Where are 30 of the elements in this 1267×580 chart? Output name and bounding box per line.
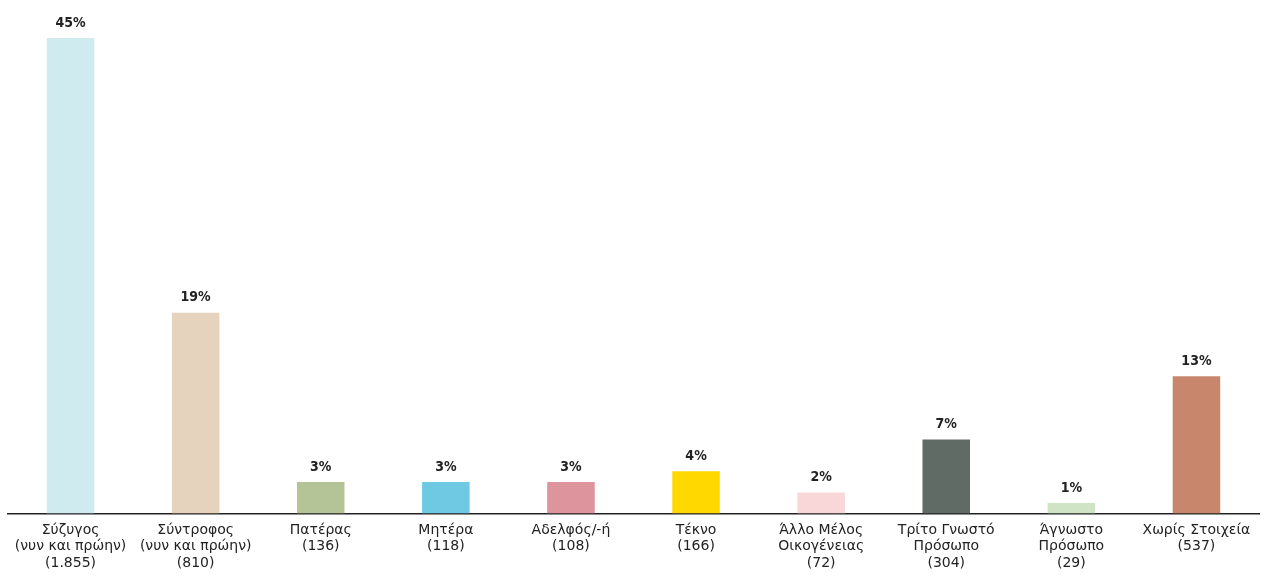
data-label: 3% xyxy=(310,457,332,474)
data-label: 4% xyxy=(685,446,708,463)
data-label: 3% xyxy=(560,457,583,474)
bar xyxy=(797,492,845,514)
data-label: 13% xyxy=(1181,351,1212,368)
x-tick-label: Άλλο Μέλος Οικογένειας (72) xyxy=(778,520,865,571)
x-tick-label: Πατέρας (136) xyxy=(289,520,352,554)
bar xyxy=(1172,376,1221,514)
data-label: 3% xyxy=(435,457,457,474)
bar xyxy=(922,439,971,514)
x-tick-label: Μητέρα (118) xyxy=(418,520,474,554)
bar xyxy=(1047,503,1096,514)
data-label: 2% xyxy=(810,468,833,485)
bar xyxy=(46,38,95,514)
bar xyxy=(422,481,470,514)
x-tick-label: Σύντροφος (νυν και πρώην) (810) xyxy=(139,520,252,571)
x-tick-label: Τέκνο (166) xyxy=(674,520,717,554)
x-tick-label: Αδελφός/-ή (108) xyxy=(531,520,611,554)
x-tick-label: Χωρίς Στοιχεία (537) xyxy=(1142,520,1251,554)
data-label: 7% xyxy=(935,415,958,432)
x-tick-label: Σύζυγος (νυν και πρώην) (1.855) xyxy=(14,520,127,571)
bar xyxy=(547,481,595,514)
x-tick-label: Άγνωστο Πρόσωπο (29) xyxy=(1038,520,1105,571)
x-tick-label: Τρίτο Γνωστό Πρόσωπο (304) xyxy=(896,520,995,571)
bar xyxy=(296,481,345,514)
bar xyxy=(672,471,720,514)
data-label: 19% xyxy=(180,288,212,305)
data-label: 1% xyxy=(1060,478,1083,495)
bar xyxy=(171,312,220,514)
data-label: 45% xyxy=(55,13,86,30)
